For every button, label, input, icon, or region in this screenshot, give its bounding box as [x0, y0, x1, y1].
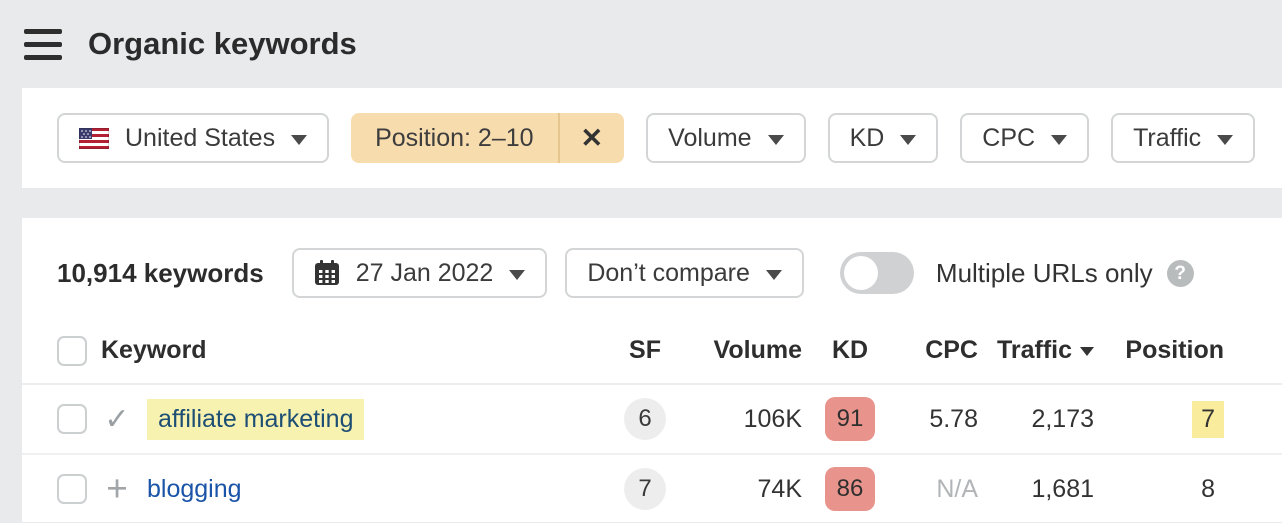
- column-header-cpc[interactable]: CPC: [925, 336, 978, 364]
- column-header-traffic[interactable]: Traffic: [978, 336, 1094, 365]
- column-header-volume[interactable]: Volume: [713, 336, 802, 364]
- help-icon[interactable]: ?: [1166, 259, 1194, 287]
- chevron-down-icon: [765, 269, 782, 280]
- row-checkbox[interactable]: [57, 404, 87, 434]
- multiple-urls-label: Multiple URLs only: [935, 257, 1153, 288]
- position-value: 8: [1201, 474, 1215, 503]
- compare-dropdown-label: Don’t compare: [587, 258, 750, 287]
- keyword-link[interactable]: affiliate marketing: [147, 398, 365, 440]
- kd-badge: 91: [824, 397, 876, 441]
- keyword-link[interactable]: blogging: [147, 474, 242, 503]
- table-header: Keyword SF Volume KD CPC Traffic Positio…: [22, 298, 1282, 385]
- serp-features-badge[interactable]: 6: [624, 398, 666, 440]
- traffic-filter-label: Traffic: [1133, 123, 1202, 152]
- table-row: ✓ affiliate marketing 6 106K 91 5.78 2,1…: [22, 385, 1282, 455]
- traffic-value: 1,681: [1031, 474, 1094, 503]
- us-flag-icon: [79, 127, 109, 149]
- chevron-down-icon: [767, 134, 784, 145]
- column-header-position[interactable]: Position: [1125, 336, 1224, 364]
- date-picker-label: 27 Jan 2022: [355, 258, 494, 287]
- row-checkbox[interactable]: [57, 474, 87, 504]
- checkmark-icon[interactable]: ✓: [104, 402, 130, 436]
- volume-filter-label: Volume: [668, 123, 752, 152]
- kd-filter-label: KD: [849, 123, 885, 152]
- kd-badge: 86: [824, 467, 876, 511]
- filter-bar: United States Position: 2–10 ✕ Volume KD…: [22, 88, 1282, 188]
- traffic-value: 2,173: [1031, 404, 1094, 433]
- chevron-down-icon: [900, 134, 917, 145]
- column-header-sf[interactable]: SF: [629, 336, 661, 364]
- multiple-urls-toggle[interactable]: [839, 252, 914, 294]
- chevron-down-icon: [291, 134, 308, 145]
- select-all-checkbox[interactable]: [57, 335, 87, 366]
- chevron-down-icon: [1217, 134, 1234, 145]
- position-value: 7: [1192, 400, 1224, 438]
- menu-icon[interactable]: [24, 28, 62, 60]
- date-picker-button[interactable]: 27 Jan 2022: [291, 248, 548, 298]
- cpc-value: 5.78: [929, 404, 978, 433]
- traffic-filter-dropdown[interactable]: Traffic: [1111, 113, 1256, 163]
- cpc-filter-dropdown[interactable]: CPC: [960, 113, 1090, 163]
- kd-filter-dropdown[interactable]: KD: [827, 113, 939, 163]
- position-filter-label[interactable]: Position: 2–10: [375, 123, 534, 152]
- results-panel: 10,914 keywords 27 Jan 2022 Don’t comp: [22, 218, 1282, 522]
- country-dropdown-label: United States: [125, 123, 276, 152]
- chevron-down-icon: [1051, 134, 1068, 145]
- cpc-filter-label: CPC: [982, 123, 1036, 152]
- chevron-down-icon: [509, 269, 526, 280]
- serp-features-badge[interactable]: 7: [624, 468, 666, 510]
- toggle-knob: [843, 256, 878, 290]
- plus-icon[interactable]: +: [106, 468, 128, 509]
- compare-dropdown[interactable]: Don’t compare: [565, 248, 804, 298]
- close-icon[interactable]: ✕: [557, 113, 625, 163]
- position-filter-chip: Position: 2–10 ✕: [351, 113, 625, 163]
- volume-value: 74K: [757, 474, 802, 503]
- column-header-kd[interactable]: KD: [831, 336, 869, 364]
- sort-desc-icon: [1080, 346, 1094, 356]
- country-dropdown[interactable]: United States: [57, 113, 330, 163]
- keywords-count: 10,914 keywords: [57, 257, 264, 288]
- page-title: Organic keywords: [88, 26, 357, 61]
- volume-filter-dropdown[interactable]: Volume: [646, 113, 806, 163]
- calendar-icon: [314, 260, 340, 286]
- column-header-keyword[interactable]: Keyword: [101, 336, 207, 364]
- table-controls: 10,914 keywords 27 Jan 2022 Don’t comp: [22, 218, 1282, 298]
- top-header: Organic keywords: [0, 0, 1282, 88]
- cpc-value: N/A: [936, 474, 978, 503]
- volume-value: 106K: [743, 404, 802, 433]
- table-row: + blogging 7 74K 86 N/A 1,681 8: [22, 455, 1282, 523]
